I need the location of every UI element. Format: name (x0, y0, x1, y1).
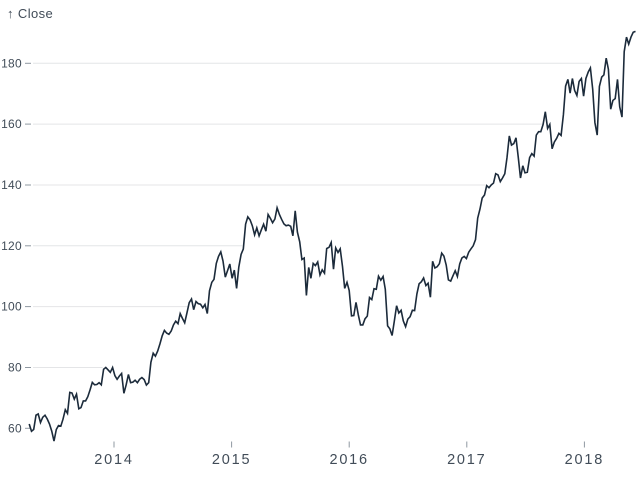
x-tick-label-2016: 2016 (329, 452, 368, 468)
x-tick-label-2014: 2014 (94, 452, 133, 468)
x-tick-label-2015: 2015 (212, 452, 251, 468)
x-tick-label-2017: 2017 (447, 452, 486, 468)
y-tick-label-60: 60 (8, 421, 22, 435)
y-tick-label-140: 140 (1, 178, 22, 192)
x-tick-label-2018: 2018 (565, 452, 604, 468)
y-tick-label-120: 120 (1, 239, 22, 253)
y-tick-label-100: 100 (1, 300, 22, 314)
price-line (28, 30, 636, 442)
y-axis-title-text: Close (17, 6, 54, 21)
y-tick-label-180: 180 (1, 56, 22, 70)
up-arrow-icon: ↑ (7, 6, 14, 21)
y-tick-label-80: 80 (8, 361, 22, 375)
y-tick-label-160: 160 (1, 117, 22, 131)
y-axis-title: ↑ Close (7, 6, 53, 21)
